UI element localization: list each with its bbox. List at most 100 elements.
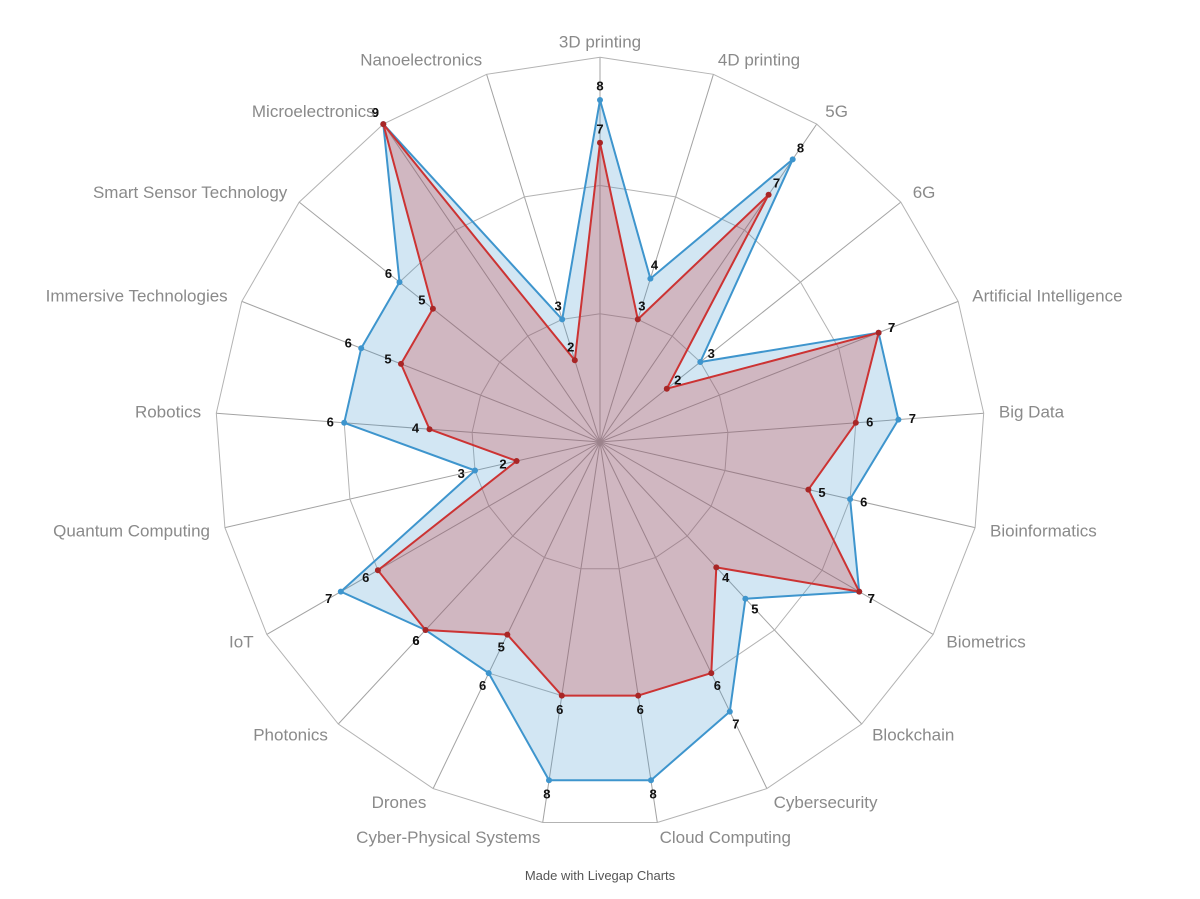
red-value-label-8: 4	[722, 570, 730, 585]
blue-value-label-1: 4	[651, 258, 659, 273]
blue-value-label-4: 7	[888, 320, 895, 335]
axis-spoke	[266, 441, 601, 635]
red-value-label-20: 2	[567, 339, 574, 354]
red-data-point-12[interactable]	[504, 631, 511, 638]
blue-data-point-16[interactable]	[341, 419, 348, 426]
axis-label-0: 3D printing	[559, 33, 641, 52]
blue-data-point-2[interactable]	[789, 156, 796, 163]
red-value-labels: 7 3 7 2 7 6 5 7 4 6 6 6 5 6 6 2 4 5 5 9 2	[362, 105, 895, 717]
axis-label-11: Cyber-Physical Systems	[356, 828, 540, 847]
red-data-point-14[interactable]	[374, 567, 381, 574]
blue-data-point-10[interactable]	[648, 777, 654, 784]
axis-label-4: Artificial Intelligence	[972, 286, 1122, 305]
red-data-point-16[interactable]	[426, 426, 433, 433]
red-value-label-13: 6	[412, 633, 419, 648]
axis-label-3: 6G	[913, 183, 936, 202]
blue-data-point-5[interactable]	[895, 416, 902, 423]
axis-spoke	[599, 441, 976, 529]
axis-spoke	[599, 441, 658, 823]
red-value-label-18: 5	[418, 293, 425, 308]
axis-label-5: Big Data	[999, 403, 1065, 422]
axis-labels: 3D printing 4D printing 5G 6G Artificial Int…	[46, 33, 1123, 848]
axis-label-20: Nanoelectronics	[360, 50, 482, 69]
red-value-label-6: 5	[818, 485, 825, 500]
red-data-point-8[interactable]	[713, 564, 720, 571]
red-value-label-4: 7	[888, 320, 895, 335]
red-value-label-19: 9	[372, 105, 379, 120]
red-data-point-6[interactable]	[805, 486, 812, 493]
axis-spoke	[599, 300, 959, 443]
red-data-point-4[interactable]	[875, 329, 882, 336]
axis-spoke	[599, 123, 818, 443]
blue-data-point-8[interactable]	[742, 595, 749, 602]
blue-data-point-11[interactable]	[546, 777, 552, 784]
red-value-label-14: 6	[362, 570, 369, 585]
red-data-point-20[interactable]	[571, 357, 578, 364]
blue-data-point-14[interactable]	[337, 588, 344, 595]
blue-data-point-1[interactable]	[647, 275, 654, 282]
axis-spoke	[542, 441, 601, 823]
red-data-point-15[interactable]	[513, 458, 520, 464]
red-data-point-11[interactable]	[558, 692, 565, 699]
axis-label-16: Robotics	[135, 403, 201, 422]
red-data-point-9[interactable]	[708, 670, 715, 677]
axis-label-9: Cybersecurity	[774, 793, 878, 812]
axis-spoke	[599, 441, 768, 789]
red-data-point-13[interactable]	[422, 627, 429, 633]
axis-label-15: Quantum Computing	[53, 522, 210, 541]
blue-series-area	[339, 99, 900, 782]
red-data-point-19[interactable]	[380, 121, 387, 128]
grid-ring-3	[471, 313, 729, 570]
blue-data-point-9[interactable]	[726, 708, 733, 715]
blue-value-label-14: 7	[325, 591, 332, 606]
red-data-point-1[interactable]	[634, 316, 641, 323]
red-data-point-0[interactable]	[597, 139, 603, 146]
red-series-area	[376, 123, 880, 697]
blue-data-point-18[interactable]	[396, 279, 403, 286]
axis-spoke	[599, 201, 902, 443]
red-data-point-17[interactable]	[398, 360, 404, 367]
blue-value-label-19: 9	[372, 105, 379, 120]
axis-spoke	[432, 441, 601, 789]
blue-data-point-0[interactable]	[597, 97, 603, 103]
grid-ring-9	[215, 56, 985, 823]
blue-value-label-11: 8	[543, 787, 550, 802]
axis-spoke	[241, 300, 601, 443]
red-value-label-15: 2	[499, 457, 506, 472]
red-data-point-7[interactable]	[856, 588, 863, 595]
red-data-point-18[interactable]	[429, 305, 436, 312]
blue-value-label-16: 6	[327, 414, 334, 429]
blue-data-point-6[interactable]	[847, 496, 854, 503]
axis-label-10: Cloud Computing	[660, 828, 791, 847]
blue-data-point-15[interactable]	[472, 467, 478, 474]
blue-value-label-3: 3	[708, 346, 715, 361]
axis-spoke	[224, 441, 601, 529]
red-data-point-5[interactable]	[852, 419, 859, 426]
blue-data-point-20[interactable]	[559, 316, 566, 323]
blue-value-label-13: 6	[412, 633, 419, 648]
attribution-text: Made with Livegap Charts	[524, 868, 676, 883]
blue-data-point-3[interactable]	[697, 359, 704, 365]
red-value-label-16: 4	[412, 421, 420, 436]
blue-value-label-7: 7	[868, 591, 875, 606]
blue-value-label-15: 3	[458, 466, 465, 481]
axis-spoke	[486, 74, 601, 443]
red-value-label-1: 3	[638, 299, 645, 314]
red-data-point-10[interactable]	[635, 692, 642, 699]
red-series-points	[374, 121, 882, 699]
blue-data-point-17[interactable]	[358, 345, 365, 352]
red-value-label-3: 2	[674, 373, 681, 388]
red-data-point-2[interactable]	[765, 191, 772, 198]
axis-spoke	[599, 412, 984, 443]
blue-data-point-12[interactable]	[485, 670, 492, 677]
red-data-point-3[interactable]	[663, 385, 670, 392]
blue-value-label-10: 8	[649, 787, 656, 802]
red-value-label-2: 7	[773, 176, 780, 191]
axis-label-8: Blockchain	[872, 726, 954, 745]
blue-value-label-0: 8	[596, 79, 603, 94]
axis-label-12: Drones	[372, 793, 427, 812]
axis-spoke	[216, 412, 601, 443]
red-value-label-5: 6	[866, 414, 873, 429]
